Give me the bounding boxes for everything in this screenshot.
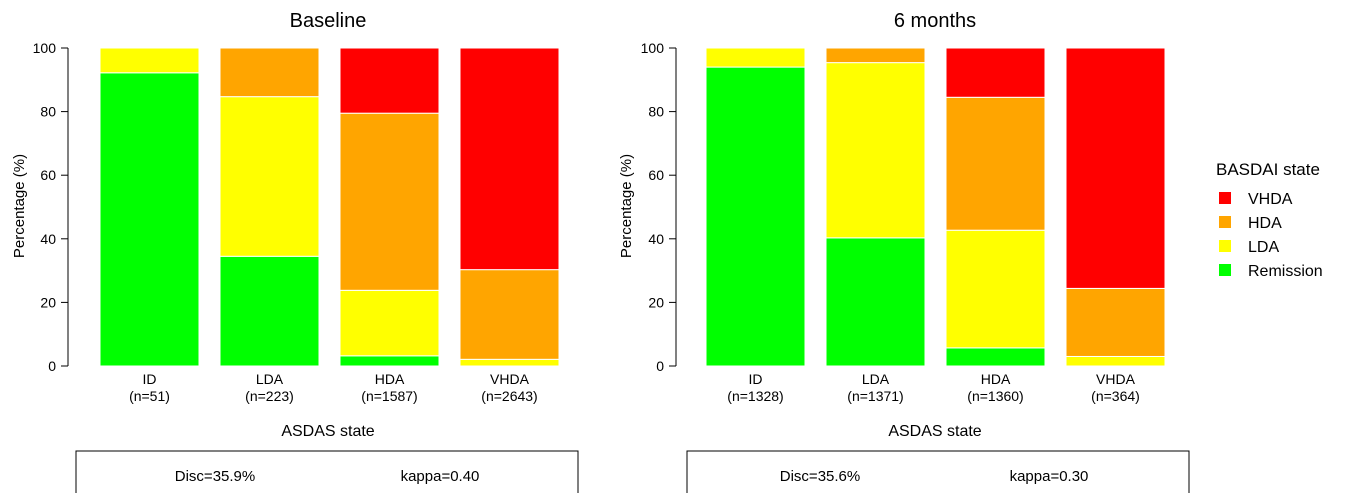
x-tick-label: LDA: [862, 371, 890, 387]
legend-label-vhda: VHDA: [1248, 191, 1293, 208]
bar-hda-lda: [339, 289, 440, 357]
chart-title: Baseline: [290, 10, 367, 32]
legend-swatch-lda: [1219, 240, 1231, 252]
x-tick-label: LDA: [256, 371, 284, 387]
y-tick-label: 0: [656, 358, 664, 374]
y-tick-label: 80: [40, 104, 56, 120]
bar-vhda-lda: [459, 358, 560, 367]
bar-id-remission: [705, 66, 806, 367]
legend-items: VHDA HDA LDA Remission: [1219, 191, 1323, 280]
chart-title: 6 months: [894, 10, 976, 32]
x-tick-label: HDA: [375, 371, 405, 387]
bar-id-lda: [99, 47, 200, 74]
bar-vhda-hda: [1065, 287, 1166, 357]
x-tick-label: ID: [143, 371, 157, 387]
legend-swatch-vhda: [1219, 192, 1231, 204]
bar-hda-vhda: [339, 47, 440, 114]
x-tick-count: (n=51): [129, 388, 170, 404]
legend-label-hda: HDA: [1248, 215, 1282, 232]
stats-box: [75, 450, 579, 493]
y-tick-label: 40: [40, 231, 56, 247]
legend: BASDAI state VHDA HDA LDA Remission: [1216, 160, 1323, 280]
legend-label-lda: LDA: [1248, 239, 1279, 256]
bar-vhda-vhda: [1065, 47, 1166, 289]
x-tick-count: (n=2643): [481, 388, 537, 404]
x-tick-label: ID: [749, 371, 763, 387]
x-tick-count: (n=1328): [727, 388, 783, 404]
bar-hda-remission: [945, 347, 1046, 367]
x-axis-label: ASDAS state: [888, 423, 981, 440]
bar-hda-lda: [945, 229, 1046, 349]
y-axis-label: Percentage (%): [11, 154, 28, 258]
y-axis: 0 20 40 60 80 100: [33, 40, 69, 374]
x-tick-count: (n=223): [245, 388, 294, 404]
y-axis: 0 20 40 60 80 100: [641, 40, 677, 374]
bar-lda-hda: [219, 47, 320, 98]
y-axis-label: Percentage (%): [618, 154, 635, 258]
legend-swatch-hda: [1219, 216, 1231, 228]
disc-stat: Disc=35.9%: [175, 468, 255, 485]
x-tick-label: VHDA: [1096, 371, 1136, 387]
y-tick-label: 60: [40, 167, 56, 183]
y-tick-label: 100: [33, 40, 57, 56]
x-tick-label: HDA: [981, 371, 1011, 387]
bar-lda-remission: [219, 255, 320, 367]
y-tick-label: 20: [648, 294, 664, 310]
x-tick-count: (n=1371): [847, 388, 903, 404]
panel-baseline: Baseline Percentage (%) ASDAS state 0 20 4…: [11, 10, 579, 493]
x-tick-labels: ID(n=51) LDA(n=223) HDA(n=1587) VHDA(n=2643…: [129, 371, 538, 404]
bar-id-lda: [705, 47, 806, 68]
y-tick-label: 20: [40, 294, 56, 310]
y-tick-label: 60: [648, 167, 664, 183]
x-tick-count: (n=1360): [967, 388, 1023, 404]
bar-lda-lda: [219, 96, 320, 257]
y-tick-label: 80: [648, 104, 664, 120]
kappa-stat: kappa=0.30: [1010, 468, 1089, 485]
legend-label-remission: Remission: [1248, 263, 1323, 280]
bars: [99, 47, 560, 367]
bar-hda-hda: [339, 112, 440, 291]
x-tick-label: VHDA: [490, 371, 530, 387]
disc-stat: Disc=35.6%: [780, 468, 860, 485]
x-tick-count: (n=1587): [361, 388, 417, 404]
y-tick-label: 0: [48, 358, 56, 374]
bar-id-remission: [99, 72, 200, 367]
panel-6-months: 6 months Percentage (%) ASDAS state 0 20 4…: [618, 10, 1190, 493]
bar-vhda-hda: [459, 269, 560, 360]
bar-lda-remission: [825, 237, 926, 367]
x-axis-label: ASDAS state: [281, 423, 374, 440]
bar-hda-hda: [945, 96, 1046, 231]
kappa-stat: kappa=0.40: [401, 468, 480, 485]
legend-swatch-remission: [1219, 264, 1231, 276]
bar-vhda-lda: [1065, 355, 1166, 367]
stats-box: [686, 450, 1190, 493]
bars: [705, 47, 1166, 367]
y-tick-label: 40: [648, 231, 664, 247]
bar-lda-hda: [825, 47, 926, 64]
x-tick-count: (n=364): [1091, 388, 1140, 404]
bar-hda-vhda: [945, 47, 1046, 98]
bar-hda-remission: [339, 355, 440, 367]
x-tick-labels: ID(n=1328) LDA(n=1371) HDA(n=1360) VHDA(n=3…: [727, 371, 1140, 404]
bar-lda-lda: [825, 62, 926, 239]
y-tick-label: 100: [641, 40, 665, 56]
legend-title: BASDAI state: [1216, 160, 1320, 179]
bar-vhda-vhda: [459, 47, 560, 271]
